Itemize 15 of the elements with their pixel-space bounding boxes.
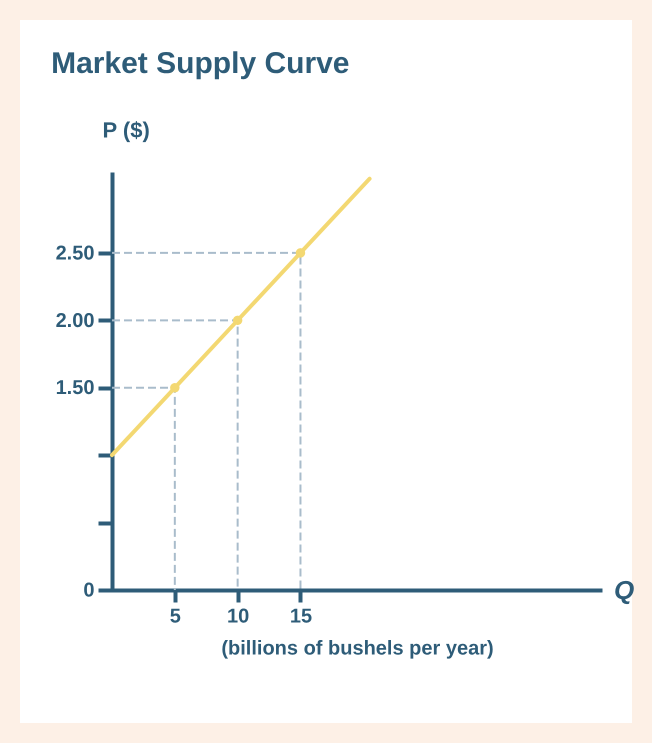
line-series	[110, 176, 372, 458]
y-tick-label: 2.00	[56, 310, 94, 332]
chart-title: Market Supply Curve	[51, 47, 350, 80]
y-tick-label: 0	[83, 580, 94, 602]
x-tick-label: 15	[290, 606, 312, 628]
point	[232, 316, 242, 326]
y-axis-title: P ($)	[102, 118, 150, 142]
y-tick-label: 2.50	[56, 242, 94, 264]
x-axis-title: (billions of bushels per year)	[221, 638, 494, 660]
point	[170, 383, 180, 392]
y-tick-label: 1.50	[56, 377, 94, 400]
point	[296, 248, 306, 258]
x-tick-label: 10	[227, 606, 250, 628]
x-tick-label: 5	[170, 606, 181, 628]
text: Q	[614, 575, 634, 606]
